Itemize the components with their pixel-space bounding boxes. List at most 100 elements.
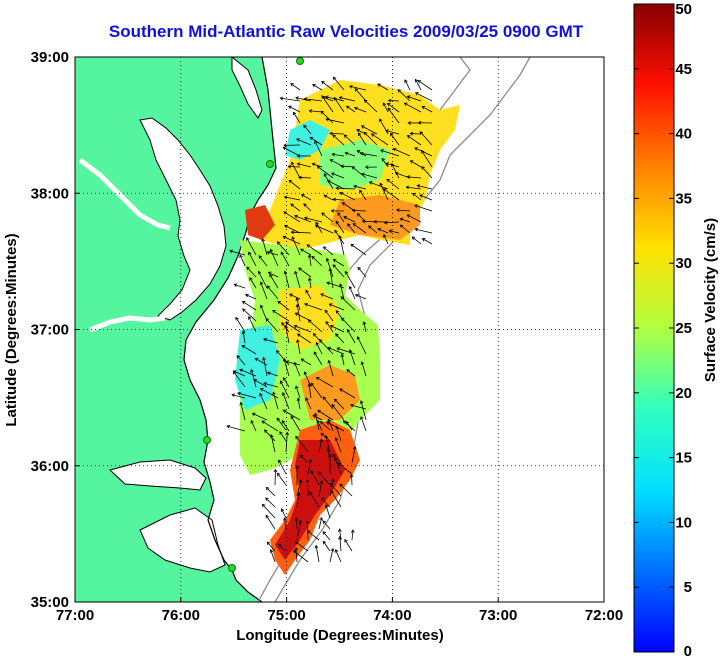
velocity-arrow-head — [278, 459, 282, 464]
velocity-arrow — [269, 274, 279, 289]
chesapeake-bay — [139, 117, 227, 321]
velocity-arrow — [400, 218, 411, 223]
velocity-arrow — [339, 235, 345, 256]
velocity-arrow — [326, 118, 345, 124]
velocity-arrow — [298, 177, 312, 179]
velocity-arrow — [304, 98, 323, 102]
velocity-arrow-head — [339, 388, 343, 392]
velocity-arrow — [317, 165, 334, 179]
velocity-arrow — [267, 372, 279, 377]
velocity-arrow-head — [303, 203, 307, 207]
velocity-arrow-head — [262, 356, 266, 361]
velocity-arrow-head — [279, 380, 284, 384]
velocity-arrow — [322, 96, 334, 102]
velocity-arrow — [298, 267, 312, 278]
velocity-arrow-head — [259, 392, 263, 397]
velocity-arrow — [339, 97, 356, 102]
x-tick-label: 74:00 — [373, 607, 411, 624]
velocity-arrow-head — [335, 310, 340, 314]
velocity-vectors — [226, 76, 433, 563]
velocity-arrow-head — [386, 102, 391, 107]
velocity-arrow — [357, 267, 367, 278]
velocity-arrow-head — [414, 78, 419, 83]
velocity-arrow-head — [342, 420, 347, 424]
velocity-arrow-head — [341, 202, 346, 206]
james-river — [89, 315, 166, 333]
velocity-arrow-head — [363, 99, 368, 103]
velocity-arrow — [325, 504, 331, 519]
velocity-arrow-head — [283, 143, 287, 148]
coverage-nw-red — [245, 205, 275, 240]
velocity-arrow-head — [356, 150, 361, 154]
velocity-arrow-head — [307, 383, 312, 387]
velocity-arrow — [296, 492, 300, 508]
velocity-arrow — [415, 228, 433, 234]
velocity-arrow-head — [308, 109, 313, 113]
velocity-arrow-head — [395, 208, 400, 213]
velocity-arrow-head — [318, 471, 322, 476]
velocity-arrow — [331, 172, 345, 179]
velocity-arrow — [330, 483, 342, 497]
velocity-arrow — [383, 234, 389, 245]
velocity-arrow — [333, 198, 345, 201]
velocity-arrow-head — [411, 236, 416, 240]
velocity-arrow-head — [368, 181, 373, 185]
velocity-arrow — [324, 309, 334, 322]
x-tick-label: 76:00 — [162, 607, 200, 624]
velocity-arrow-head — [226, 424, 231, 429]
velocity-arrow — [352, 223, 367, 234]
velocity-arrow-head — [288, 179, 293, 184]
velocity-arrow-head — [292, 550, 297, 554]
velocity-arrow-head — [261, 420, 266, 424]
velocity-arrow — [259, 393, 268, 410]
velocity-arrow-head — [279, 431, 283, 435]
velocity-arrow-head — [359, 189, 363, 194]
velocity-arrow-head — [323, 194, 328, 199]
velocity-arrow-head — [390, 132, 394, 137]
velocity-arrow-head — [248, 251, 252, 256]
velocity-arrow — [318, 438, 323, 453]
velocity-arrow — [331, 404, 345, 421]
velocity-arrow — [314, 413, 320, 431]
velocity-arrow — [341, 354, 345, 366]
velocity-arrow-head — [280, 251, 285, 256]
velocity-arrow-head — [399, 217, 404, 222]
velocity-arrow — [339, 536, 342, 552]
velocity-arrow-head — [276, 350, 280, 354]
velocity-arrow-head — [249, 277, 253, 281]
velocity-arrow — [389, 230, 400, 234]
velocity-arrow — [358, 132, 367, 146]
velocity-arrow-head — [261, 503, 266, 508]
velocity-arrow-head — [232, 370, 237, 375]
velocity-arrow — [415, 79, 422, 91]
velocity-arrow — [321, 212, 334, 223]
velocity-field — [235, 80, 460, 575]
velocity-arrow-head — [361, 219, 366, 224]
velocity-arrow-head — [379, 182, 383, 187]
velocity-arrow — [340, 296, 356, 311]
velocity-arrow — [318, 471, 331, 486]
velocity-arrow-head — [280, 508, 285, 513]
velocity-arrow-head — [324, 504, 329, 508]
velocity-arrow-head — [288, 105, 292, 110]
velocity-arrow — [229, 250, 246, 256]
velocity-arrow-head — [282, 409, 287, 413]
x-tick-label: 75:00 — [267, 607, 305, 624]
velocity-arrow-head — [417, 120, 422, 125]
velocity-arrow-head — [295, 435, 299, 440]
coverage-north-orange — [330, 195, 420, 240]
velocity-arrow — [336, 187, 356, 190]
velocity-arrow-head — [392, 147, 397, 152]
velocity-arrow — [380, 149, 400, 157]
velocity-arrow-head — [383, 220, 388, 225]
velocity-arrow-head — [338, 96, 343, 100]
velocity-arrow-head — [309, 491, 313, 496]
velocity-arrow — [385, 130, 400, 135]
velocity-arrow-head — [414, 92, 419, 96]
velocity-arrow-head — [383, 234, 387, 238]
velocity-arrow-head — [360, 125, 365, 129]
coastline — [183, 57, 277, 602]
velocity-arrow — [315, 342, 323, 355]
velocity-arrow-head — [306, 530, 311, 534]
velocity-arrow-head — [403, 102, 408, 106]
